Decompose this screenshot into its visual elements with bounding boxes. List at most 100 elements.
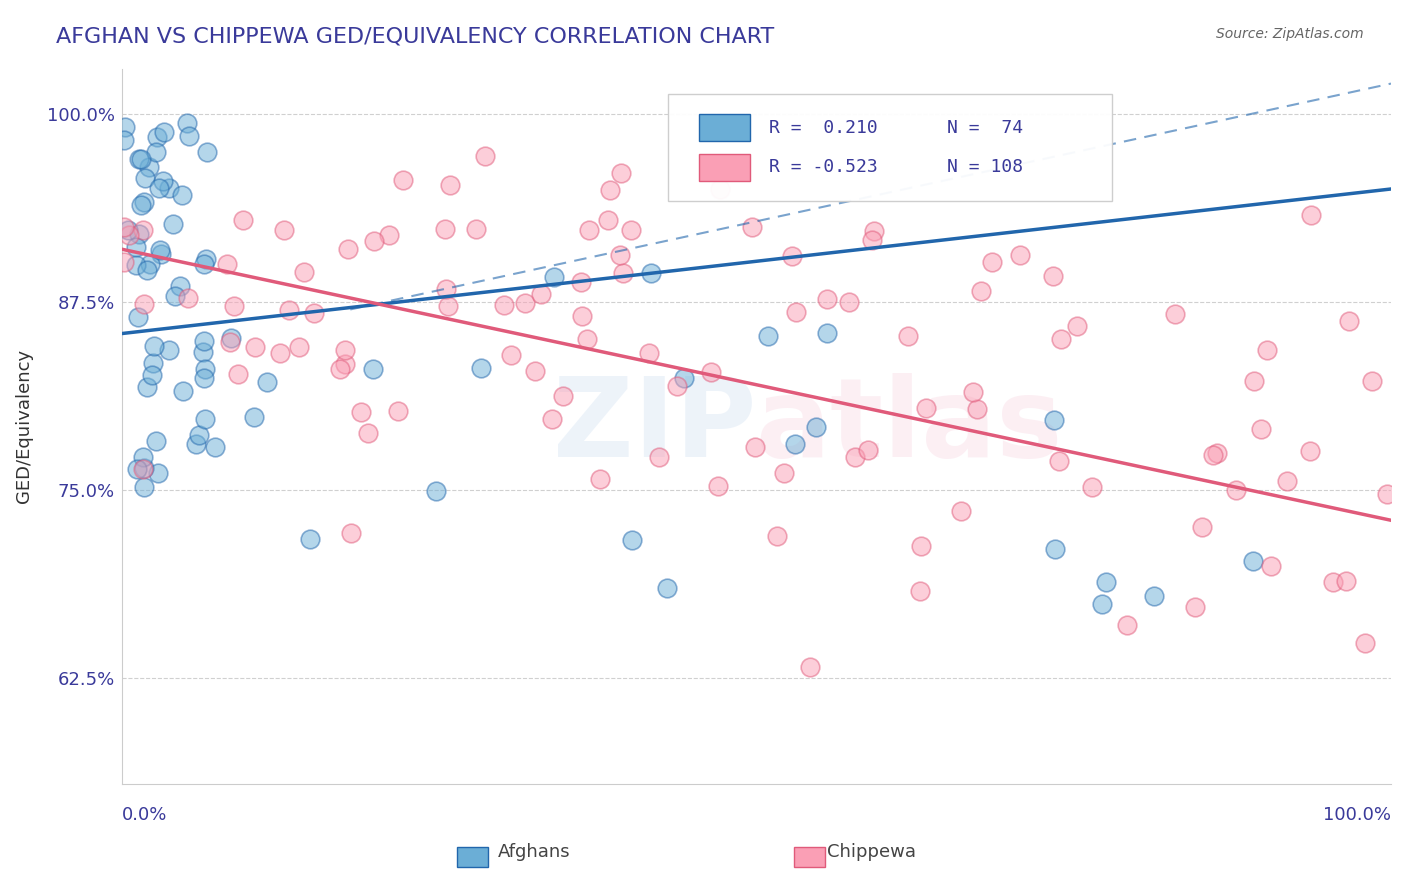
Point	[195, 145, 218, 159]
Point	[112, 220, 135, 235]
Point	[474, 149, 496, 163]
Point	[132, 461, 155, 475]
Point	[962, 384, 984, 399]
Point	[333, 357, 356, 371]
Point	[981, 255, 1004, 269]
Point	[146, 466, 169, 480]
Point	[226, 367, 249, 381]
Point	[657, 581, 679, 595]
Point	[152, 174, 174, 188]
Text: Source: ZipAtlas.com: Source: ZipAtlas.com	[1216, 27, 1364, 41]
Point	[128, 153, 150, 167]
Point	[357, 425, 380, 440]
Point	[1241, 554, 1264, 568]
Point	[1066, 319, 1088, 334]
Point	[540, 412, 562, 426]
Point	[1010, 248, 1032, 262]
Point	[219, 330, 242, 344]
Point	[1095, 574, 1118, 589]
Point	[153, 124, 176, 138]
Point	[135, 380, 157, 394]
Point	[132, 297, 155, 311]
Point	[117, 223, 139, 237]
Point	[132, 462, 155, 476]
Point	[434, 282, 457, 296]
Point	[815, 292, 838, 306]
Point	[278, 303, 301, 318]
Point	[129, 198, 152, 212]
Point	[1243, 374, 1265, 388]
Point	[910, 539, 932, 553]
Point	[513, 296, 536, 310]
Text: N = 108: N = 108	[946, 158, 1024, 177]
Point	[177, 128, 200, 143]
Point	[756, 329, 779, 343]
Point	[425, 484, 447, 499]
Point	[195, 252, 218, 266]
Point	[637, 346, 659, 360]
Point	[128, 227, 150, 241]
Point	[844, 450, 866, 464]
Point	[392, 173, 415, 187]
Point	[439, 178, 461, 192]
Point	[273, 223, 295, 237]
Point	[700, 365, 723, 379]
Point	[169, 278, 191, 293]
Point	[177, 291, 200, 305]
Point	[1081, 480, 1104, 494]
Point	[785, 304, 807, 318]
Point	[589, 472, 612, 486]
Point	[172, 384, 194, 398]
Point	[191, 344, 214, 359]
Point	[620, 222, 643, 236]
Point	[288, 340, 311, 354]
Text: ZIP: ZIP	[553, 373, 756, 480]
Point	[157, 181, 180, 195]
Point	[132, 480, 155, 494]
Point	[112, 255, 135, 269]
Point	[524, 364, 547, 378]
Point	[378, 227, 401, 242]
Point	[673, 371, 696, 385]
Point	[1250, 422, 1272, 436]
Point	[149, 243, 172, 257]
Text: atlas: atlas	[755, 373, 1063, 480]
Point	[145, 434, 167, 449]
Point	[145, 145, 167, 160]
Point	[132, 450, 155, 465]
Point	[915, 401, 938, 416]
Point	[599, 183, 621, 197]
Point	[1045, 542, 1067, 557]
Point	[361, 362, 384, 376]
Point	[193, 334, 215, 348]
Text: N =  74: N = 74	[946, 119, 1024, 136]
Point	[125, 240, 148, 254]
Point	[337, 242, 360, 256]
Point	[124, 258, 146, 272]
Point	[569, 275, 592, 289]
Point	[576, 332, 599, 346]
Point	[666, 379, 689, 393]
Point	[138, 257, 160, 271]
Point	[1164, 307, 1187, 321]
Point	[578, 222, 600, 236]
Point	[598, 212, 620, 227]
Text: Chippewa: Chippewa	[827, 843, 917, 861]
Point	[176, 116, 198, 130]
Point	[141, 368, 163, 383]
Point	[186, 437, 208, 451]
Point	[1299, 208, 1322, 222]
Point	[333, 343, 356, 357]
Point	[773, 466, 796, 480]
Point	[609, 248, 631, 262]
Text: 100.0%: 100.0%	[1323, 806, 1391, 824]
Point	[966, 401, 988, 416]
Point	[838, 295, 860, 310]
Point	[1336, 574, 1358, 589]
Text: 0.0%: 0.0%	[122, 806, 167, 824]
Point	[530, 287, 553, 301]
Point	[470, 361, 492, 376]
Point	[350, 405, 373, 419]
Point	[862, 223, 884, 237]
Point	[858, 443, 880, 458]
